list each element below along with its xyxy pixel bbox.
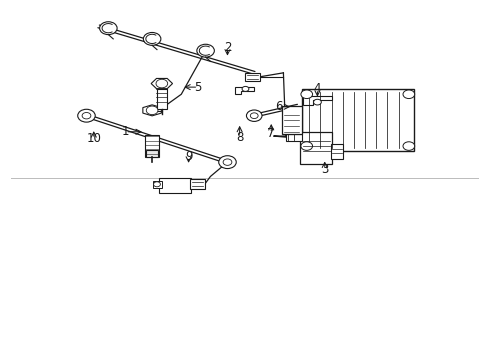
Polygon shape — [302, 96, 331, 105]
Polygon shape — [234, 87, 254, 94]
Circle shape — [402, 142, 414, 150]
Bar — [153, 181, 162, 188]
Circle shape — [78, 109, 95, 122]
Text: 9: 9 — [184, 150, 192, 163]
Bar — [301, 89, 413, 152]
Text: 5: 5 — [194, 81, 202, 94]
Text: 3: 3 — [321, 163, 328, 176]
Circle shape — [100, 22, 117, 35]
Circle shape — [82, 112, 91, 119]
Circle shape — [300, 142, 312, 150]
Circle shape — [402, 90, 414, 99]
Bar — [145, 135, 159, 157]
Polygon shape — [142, 105, 161, 116]
Circle shape — [218, 156, 236, 168]
Text: 7: 7 — [267, 127, 274, 140]
Text: 1: 1 — [122, 125, 129, 138]
Bar — [285, 134, 301, 141]
Bar — [157, 89, 166, 109]
Circle shape — [156, 79, 167, 88]
Circle shape — [250, 113, 258, 118]
Circle shape — [246, 110, 262, 121]
Bar — [282, 106, 301, 134]
Text: 2: 2 — [224, 41, 231, 54]
Circle shape — [223, 159, 231, 165]
Bar — [300, 132, 331, 164]
Text: 6: 6 — [274, 100, 282, 113]
Bar — [245, 73, 260, 81]
Circle shape — [153, 182, 160, 187]
Bar — [190, 179, 204, 189]
Circle shape — [146, 106, 158, 114]
Circle shape — [197, 44, 214, 57]
Text: 10: 10 — [86, 132, 101, 145]
Bar — [146, 150, 158, 157]
Text: 4: 4 — [313, 82, 321, 95]
Circle shape — [313, 99, 321, 105]
Circle shape — [242, 86, 248, 91]
Text: 8: 8 — [236, 131, 243, 144]
Circle shape — [143, 32, 161, 45]
Polygon shape — [151, 78, 172, 89]
Circle shape — [300, 90, 312, 99]
Bar — [159, 178, 191, 193]
Bar — [330, 144, 343, 158]
